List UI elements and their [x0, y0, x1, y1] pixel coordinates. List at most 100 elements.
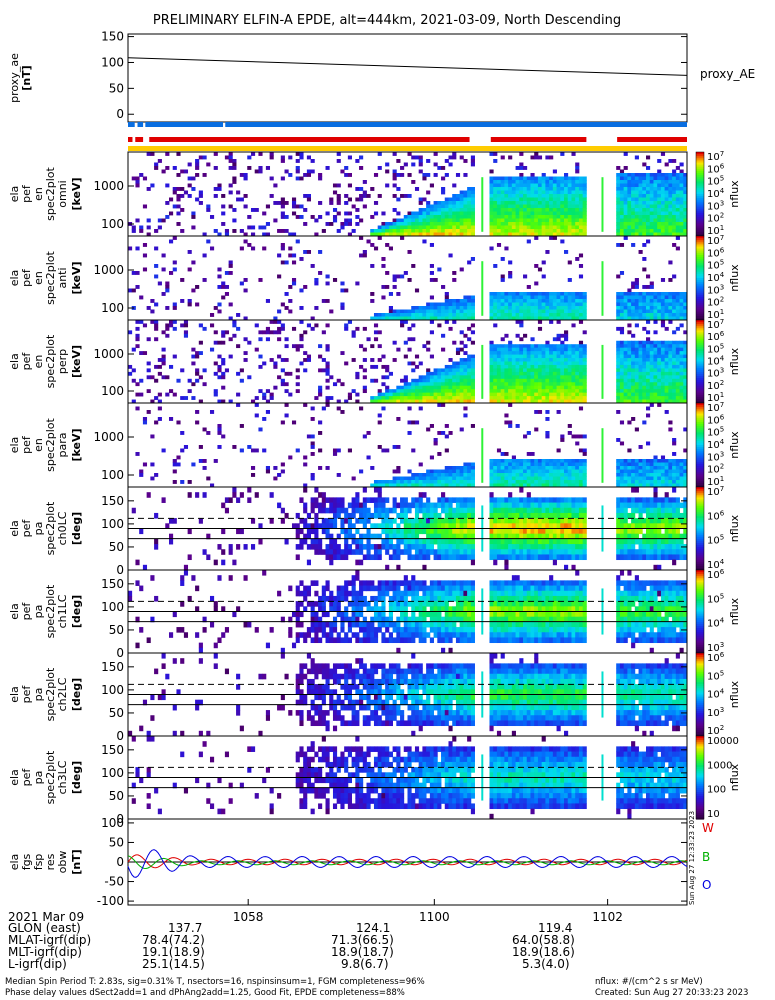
- energy-panel-2-cell: [429, 309, 434, 314]
- energy-panel-1-cell: [448, 201, 453, 205]
- energy-panel-3-cell: [560, 364, 565, 369]
- energy-panel-1-cell: [489, 190, 494, 195]
- energy-panel-3-cell: [523, 382, 528, 387]
- energy-panel-3-cell: [653, 340, 658, 345]
- energy-panel-4-cell: [254, 448, 259, 453]
- energy-panel-4-cell: [496, 466, 502, 470]
- energy-panel-4-cell: [444, 466, 449, 470]
- energy-panel-3-cell: [549, 382, 554, 387]
- energy-panel-2-colorbar-color-6: [696, 248, 704, 252]
- energy-panel-4-cell: [642, 480, 647, 484]
- energy-panel-3-cell: [403, 396, 408, 400]
- energy-panel-3-cell: [668, 399, 673, 404]
- energy-panel-1-cell: [400, 232, 405, 237]
- energy-panel-3-colorbar-color-37: [696, 396, 704, 400]
- energy-panel-3-cell: [679, 378, 684, 383]
- energy-panel-3-cell: [627, 351, 632, 355]
- energy-panel-4-cell: [619, 420, 625, 425]
- pitch-angle-panel-1-cell: [135, 559, 140, 566]
- energy-panel-1-cell: [336, 159, 341, 163]
- energy-panel-4-cell: [634, 466, 639, 470]
- energy-panel-1-cell: [455, 204, 461, 209]
- energy-panel-2-cell: [675, 246, 680, 251]
- energy-panel-4-cell: [437, 431, 442, 435]
- energy-panel-4-cell: [496, 462, 502, 467]
- energy-panel-4-cell: [523, 459, 528, 463]
- energy-panel-3-cell: [433, 396, 438, 400]
- energy-panel-3-cell: [575, 364, 580, 369]
- energy-panel-3-cell: [515, 358, 520, 362]
- energy-panel-3-cell: [400, 399, 405, 404]
- energy-panel-1-cell: [444, 229, 449, 233]
- energy-panel-3-cell: [657, 354, 662, 359]
- energy-panel-1-cell: [653, 211, 658, 216]
- energy-panel-2-cell: [578, 253, 584, 258]
- energy-panel-4-cell: [649, 480, 654, 484]
- energy-panel-4-cell: [582, 476, 587, 481]
- figure-title: PRELIMINARY ELFIN-A EPDE, alt=444km, 202…: [153, 13, 621, 28]
- energy-panel-3-cell: [619, 351, 625, 355]
- energy-panel-1-cell: [470, 204, 475, 209]
- energy-panel-4-cell: [437, 403, 442, 407]
- pitch-angle-panel-1-cell: [437, 528, 442, 535]
- energy-panel-2-cell: [616, 295, 621, 300]
- pitch-angle-panel-1-cell: [463, 497, 468, 503]
- energy-panel-2-cell: [560, 309, 565, 314]
- energy-panel-1-cell: [347, 173, 352, 177]
- energy-panel-1-cell: [668, 225, 673, 230]
- energy-panel-3-colorbar-label-6: 101: [707, 391, 724, 404]
- energy-panel-4-cell: [135, 452, 140, 456]
- energy-panel-3-cell: [619, 378, 625, 383]
- energy-panel-3-cell: [660, 340, 666, 345]
- energy-panel-4-cell: [631, 462, 636, 467]
- energy-panel-3-cell: [306, 354, 312, 359]
- pitch-angle-panel-1-cell: [414, 512, 420, 519]
- energy-panel-3-cell: [519, 344, 524, 349]
- energy-panel-3-cell: [370, 358, 375, 362]
- energy-panel-1-cell: [198, 194, 203, 198]
- energy-panel-3-cell: [623, 361, 628, 366]
- energy-panel-2-cell: [496, 292, 502, 296]
- energy-panel-1-cell: [571, 197, 576, 202]
- energy-panel-3-cell: [657, 364, 662, 369]
- energy-panel-3-cell: [545, 364, 550, 369]
- pitch-angle-panel-1-cell: [463, 518, 468, 524]
- energy-panel-3-cell: [467, 358, 472, 362]
- energy-panel-1-cell: [537, 190, 543, 195]
- energy-panel-1-cell: [627, 180, 632, 184]
- energy-panel-3-cell: [135, 344, 140, 349]
- energy-panel-1-cell: [157, 218, 162, 223]
- energy-panel-1-cell: [407, 215, 412, 219]
- energy-panel-1-colorbar-color-18: [696, 189, 704, 193]
- energy-panel-2-cell: [519, 295, 524, 300]
- energy-panel-3-cell: [657, 385, 662, 390]
- energy-panel-2-cell: [467, 295, 472, 300]
- pitch-angle-panel-1-cell: [452, 533, 457, 540]
- energy-panel-3-cell: [534, 354, 539, 359]
- energy-panel-1-cell: [627, 183, 632, 188]
- energy-panel-1-cell: [638, 232, 643, 237]
- energy-panel-4-cell: [534, 476, 539, 481]
- energy-panel-3-cell: [552, 344, 557, 349]
- energy-panel-3-cell: [191, 382, 196, 387]
- energy-panel-4-ylabel-word-5: para: [56, 433, 69, 458]
- energy-panel-2-colorbar-color-14: [696, 265, 704, 269]
- energy-panel-3-cell: [414, 385, 420, 390]
- energy-panel-1-cell: [426, 201, 431, 205]
- energy-panel-1-cell: [683, 197, 688, 202]
- energy-panel-4-cell: [642, 466, 647, 470]
- energy-panel-4-cell: [459, 473, 464, 477]
- energy-panel-2-sliver-0: [481, 261, 484, 316]
- pitch-angle-panel-1-cell: [455, 507, 461, 514]
- energy-panel-2-cell: [575, 313, 580, 317]
- energy-panel-3-cell: [683, 378, 688, 383]
- energy-panel-2-cell: [578, 306, 584, 310]
- energy-panel-2-cell: [422, 239, 427, 244]
- energy-panel-3-cell: [508, 354, 513, 359]
- energy-panel-2-cell: [284, 292, 289, 296]
- energy-panel-1-cell: [452, 197, 457, 202]
- energy-panel-4-cell: [541, 466, 546, 470]
- energy-panel-1-cell: [388, 225, 393, 230]
- energy-panel-2-cell: [165, 306, 170, 310]
- pitch-angle-panel-1-cell: [340, 497, 345, 503]
